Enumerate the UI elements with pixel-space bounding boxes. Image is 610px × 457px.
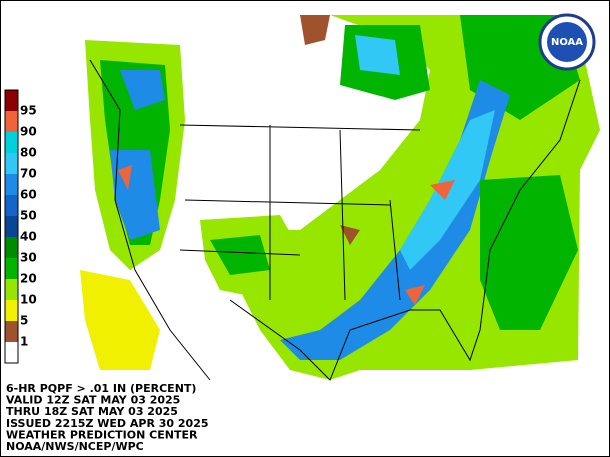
legend-swatch bbox=[5, 111, 18, 132]
legend-swatch bbox=[5, 321, 18, 342]
legend-label: 20 bbox=[20, 272, 37, 286]
legend: 95 90 80 70 60 50 40 30 20 10 5 1 bbox=[4, 89, 37, 364]
legend-label: 80 bbox=[20, 146, 37, 160]
legend-label: 30 bbox=[20, 251, 37, 265]
legend-label: 95 bbox=[20, 104, 37, 118]
boundaries bbox=[89, 59, 581, 381]
legend-swatch bbox=[5, 300, 18, 321]
logo-text: NOAA bbox=[551, 37, 583, 48]
legend-label: 70 bbox=[20, 167, 37, 181]
legend-label: 40 bbox=[20, 230, 37, 244]
legend-swatch bbox=[5, 174, 18, 195]
caption-line: 6-HR PQPF > .01 IN (PERCENT) bbox=[6, 382, 196, 395]
caption-line: VALID 12Z SAT MAY 03 2025 bbox=[6, 394, 180, 407]
legend-swatch bbox=[5, 342, 18, 363]
legend-label: 50 bbox=[20, 209, 37, 223]
legend-label: 1 bbox=[20, 335, 28, 349]
legend-swatch bbox=[5, 153, 18, 174]
legend-swatch bbox=[5, 195, 18, 216]
precip-field bbox=[5, 15, 600, 380]
legend-swatch bbox=[5, 90, 18, 111]
legend-swatch bbox=[5, 279, 18, 300]
legend-swatch bbox=[5, 216, 18, 237]
legend-label: 5 bbox=[20, 314, 28, 328]
legend-label: 60 bbox=[20, 188, 37, 202]
caption-line: WEATHER PREDICTION CENTER bbox=[6, 428, 198, 441]
caption-line: THRU 18Z SAT MAY 03 2025 bbox=[6, 405, 178, 418]
caption: 6-HR PQPF > .01 IN (PERCENT)VALID 12Z SA… bbox=[6, 382, 209, 453]
legend-swatch bbox=[5, 237, 18, 258]
caption-line: ISSUED 2215Z WED APR 30 2025 bbox=[6, 417, 209, 430]
legend-label: 10 bbox=[20, 293, 37, 307]
caption-line: NOAA/NWS/NCEP/WPC bbox=[6, 440, 144, 453]
legend-label: 90 bbox=[20, 125, 37, 139]
legend-frame bbox=[4, 89, 19, 364]
legend-swatch bbox=[5, 132, 18, 153]
legend-swatch bbox=[5, 258, 18, 279]
noaa-logo: NOAA bbox=[538, 13, 596, 71]
